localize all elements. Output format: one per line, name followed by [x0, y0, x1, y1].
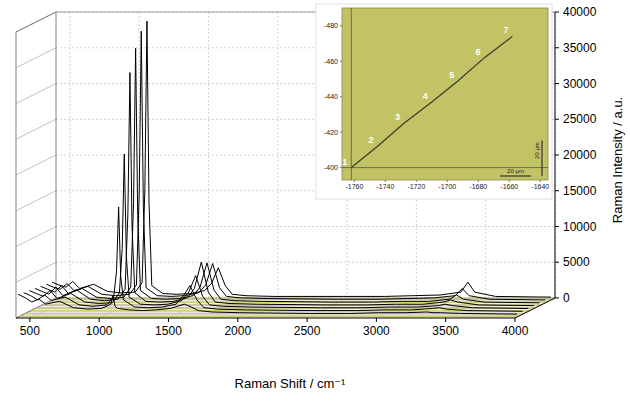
- y-tick-label: 15000: [563, 184, 597, 198]
- inset-x-tick: [509, 180, 510, 182]
- y-tick-label: 30000: [563, 77, 597, 91]
- side-grid-line: [16, 155, 56, 175]
- grid-line-y: [56, 262, 555, 263]
- x-tick: [376, 318, 377, 322]
- frame-line: [16, 12, 56, 32]
- scale-bar-v: [541, 141, 542, 176]
- x-tick-label: 1000: [86, 324, 113, 338]
- point-label: 5: [449, 70, 454, 80]
- inset-y-tick: [340, 25, 342, 26]
- inset-x-tick: [478, 180, 479, 182]
- x-tick: [29, 318, 30, 322]
- axes: 5001000150020002500300035004000050001000…: [16, 5, 597, 338]
- inset-x-tick-label: -1720: [407, 183, 425, 190]
- inset-x-tick: [354, 180, 355, 182]
- x-tick-label: 2000: [224, 324, 251, 338]
- x-tick-label: 3500: [432, 324, 459, 338]
- y-tick: [555, 119, 559, 120]
- inset-x-tick-label: -1660: [500, 183, 518, 190]
- x-tick: [307, 318, 308, 322]
- x-tick-label: 1500: [155, 324, 182, 338]
- point-label: 4: [423, 91, 428, 101]
- x-tick: [237, 318, 238, 322]
- y-tick-label: 0: [563, 291, 570, 305]
- y-tick: [555, 83, 559, 84]
- side-grid-line: [16, 262, 56, 282]
- inset-x-tick: [416, 180, 417, 182]
- inset-y-tick-label: -440: [324, 93, 338, 100]
- scale-bar-h: [500, 175, 531, 176]
- ribbon: [18, 316, 519, 317]
- inset: -1760 -1740 -1720 -1700 -1680 -1660 -1640 -400 -…: [316, 4, 552, 199]
- x-axis-line: [16, 318, 515, 319]
- side-grid-line: [16, 227, 56, 247]
- inset-y-tick: [340, 61, 342, 62]
- inset-x-tick: [447, 180, 448, 182]
- x-tick-label: 2500: [294, 324, 321, 338]
- side-grid-line: [16, 48, 56, 68]
- inset-y-tick-label: -480: [324, 22, 338, 29]
- y-tick: [555, 262, 559, 263]
- x-tick-label: 3000: [363, 324, 390, 338]
- chart: 5001000150020002500300035004000050001000…: [0, 0, 630, 406]
- micrograph: [342, 8, 548, 180]
- crosshair-v: [351, 8, 352, 180]
- inset-y-tick: [340, 96, 342, 97]
- y-tick: [555, 226, 559, 227]
- inset-x-tick-label: -1740: [376, 183, 394, 190]
- y-tick-label: 35000: [563, 41, 597, 55]
- point-label: 7: [503, 25, 508, 35]
- inset-y-tick-label: -420: [324, 129, 338, 136]
- inset-y-tick-label: -460: [324, 58, 338, 65]
- scan-line: [351, 36, 512, 167]
- x-tick: [99, 318, 100, 322]
- grid-line-y: [56, 226, 555, 227]
- x-tick: [168, 318, 169, 322]
- scale-bar-label: 20 µm: [507, 168, 524, 174]
- inset-panel: [316, 4, 552, 199]
- inset-x-tick: [540, 180, 541, 182]
- inset-x-tick-label: -1640: [531, 183, 549, 190]
- side-grid-line: [16, 84, 56, 104]
- y-tick-label: 40000: [563, 5, 597, 19]
- inset-x-tick-label: -1760: [345, 183, 363, 190]
- frame-line: [56, 12, 57, 298]
- x-tick: [515, 318, 516, 322]
- y-tick: [555, 298, 559, 299]
- y-tick-label: 20000: [563, 148, 597, 162]
- x-tick: [445, 318, 446, 322]
- side-grid-line: [16, 119, 56, 139]
- x-tick-label: 500: [20, 324, 40, 338]
- inset-x-tick-label: -1700: [438, 183, 456, 190]
- y-axis-title: Raman Intensity / a.u.: [610, 97, 625, 223]
- y-tick-label: 5000: [563, 255, 590, 269]
- point-label: 1: [342, 157, 347, 167]
- inset-x-tick: [385, 180, 386, 182]
- y-tick: [555, 47, 559, 48]
- spectrum-line: [24, 207, 523, 311]
- frame-line: [16, 32, 17, 318]
- side-grid-line: [16, 191, 56, 211]
- point-label: 2: [369, 135, 374, 145]
- inset-x-tick-label: -1680: [469, 183, 487, 190]
- spectrum-line: [18, 294, 517, 314]
- inset-y-tick: [340, 132, 342, 133]
- point-label: 3: [395, 112, 400, 122]
- depth-axis-line: [515, 298, 555, 318]
- x-tick-label: 4000: [502, 324, 529, 338]
- y-tick: [555, 190, 559, 191]
- y-tick: [555, 12, 559, 13]
- y-tick-label: 10000: [563, 220, 597, 234]
- y-tick: [555, 155, 559, 156]
- inset-y-tick-label: -400: [324, 164, 338, 171]
- inset-y-tick: [340, 167, 342, 168]
- scale-bar-label: 20 µm: [534, 142, 540, 159]
- y-tick-label: 25000: [563, 112, 597, 126]
- point-label: 6: [475, 47, 480, 57]
- side-grid-line: [16, 12, 56, 32]
- x-axis-title: Raman Shift / cm⁻¹: [235, 376, 347, 391]
